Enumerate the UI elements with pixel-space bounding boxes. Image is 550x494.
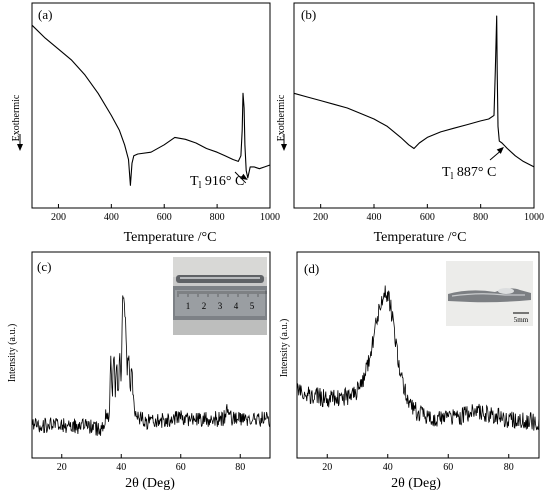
panel-a-annotation: Tl 916° C — [190, 171, 248, 191]
x-tick-label: 400 — [104, 212, 119, 223]
panel-a-label: (a) — [38, 7, 52, 22]
x-tick-label: 1000 — [524, 212, 544, 223]
panel-d-xrd-pattern — [296, 285, 540, 431]
panel-b-arrow-icon — [281, 134, 287, 151]
panel-d-scale-bar-label: 5mm — [514, 316, 529, 324]
x-tick-label: 600 — [157, 212, 172, 223]
x-tick-label: 20 — [57, 462, 67, 473]
panel-b-annotation: Tl 887° C — [442, 146, 504, 182]
panel-c-inset-photo: 1 2 3 4 5 — [173, 257, 267, 335]
panel-d-ylabel: Intensity (a.u.) — [279, 319, 290, 378]
panel-b-frame — [293, 2, 535, 209]
panel-c: (c) Intensity (a.u.) 20 40 60 80 1 2 3 4 5 2θ (… — [7, 251, 271, 491]
x-tick-label: 600 — [420, 212, 435, 223]
panel-c-ylabel: Intensity (a.u.) — [7, 324, 18, 383]
panel-d-label: (d) — [304, 261, 319, 276]
ruler-label: 2 — [202, 301, 207, 311]
panel-d-xlabel: 2θ (Deg) — [391, 476, 441, 491]
x-tick-label: 200 — [313, 212, 328, 223]
panel-d-inset-photo: 5mm — [446, 261, 533, 326]
panel-b-annotation-text: Tl 887° C — [442, 165, 496, 182]
x-tick-label: 40 — [383, 462, 393, 473]
panel-a-dsc-curve — [31, 24, 271, 186]
panel-a-frame — [31, 2, 271, 209]
panel-c-label: (c) — [37, 259, 51, 274]
ruler-label: 5 — [250, 301, 255, 311]
ruler-icon: 1 2 3 4 5 — [177, 291, 267, 311]
x-tick-label: 80 — [235, 462, 245, 473]
x-tick-label: 400 — [367, 212, 382, 223]
panel-b-label: (b) — [301, 7, 316, 22]
panel-a: (a) Exothermic 200 400 600 800 1000 Tl 916° … — [11, 2, 280, 245]
ruler-label: 1 — [186, 301, 191, 311]
panel-a-arrow-icon — [17, 134, 23, 151]
ruler-label: 4 — [234, 301, 239, 311]
panel-b-ylabel: Exothermic — [276, 94, 287, 141]
panel-a-xlabel: Temperature /°C — [124, 230, 217, 245]
panel-d: (d) Intensity (a.u.) 20 40 60 80 5mm 2θ (De… — [279, 251, 540, 491]
x-tick-label: 200 — [51, 212, 66, 223]
panel-c-xrd-pattern — [31, 295, 271, 436]
panel-a-ylabel: Exothermic — [11, 94, 22, 141]
x-tick-label: 800 — [473, 212, 488, 223]
x-tick-label: 40 — [116, 462, 126, 473]
x-tick-label: 60 — [443, 462, 453, 473]
x-tick-label: 80 — [504, 462, 514, 473]
panel-c-xlabel: 2θ (Deg) — [125, 476, 175, 491]
panel-d-frame — [296, 251, 540, 459]
panel-b: (b) Exothermic 200 400 600 800 1000 Tl 887° … — [276, 2, 544, 245]
x-tick-label: 800 — [210, 212, 225, 223]
x-tick-label: 20 — [322, 462, 332, 473]
panel-c-frame — [31, 251, 271, 459]
panel-b-dsc-curve — [293, 15, 535, 168]
panel-a-annotation-text: Tl 916° C — [190, 174, 244, 191]
ruler-label: 3 — [218, 301, 223, 311]
x-tick-label: 60 — [176, 462, 186, 473]
panel-b-xlabel: Temperature /°C — [374, 230, 467, 245]
x-tick-label: 1000 — [260, 212, 280, 223]
